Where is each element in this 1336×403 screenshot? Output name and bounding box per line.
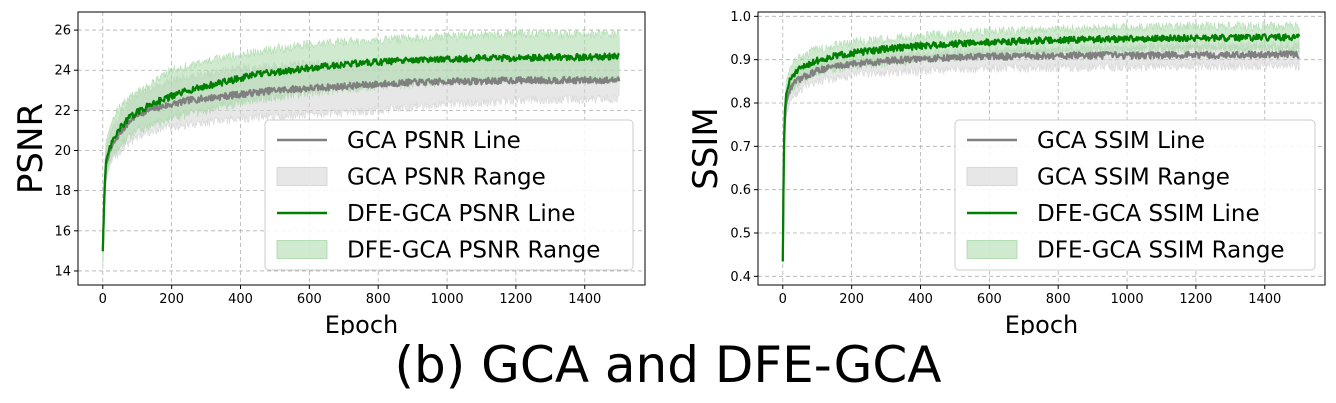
legend-swatch-band (276, 167, 328, 186)
x-tick-label: 1200 (499, 292, 532, 307)
x-tick-label: 200 (839, 292, 864, 307)
x-tick-label: 1400 (1248, 292, 1281, 307)
y-tick-label: 20 (54, 144, 71, 159)
legend-entry-label: GCA SSIM Range (1037, 165, 1230, 191)
band-dfe-gca-psnr-range (102, 28, 620, 266)
x-tick-label: 400 (908, 292, 933, 307)
x-tick-label: 400 (228, 292, 253, 307)
plot-area (781, 20, 1301, 264)
x-tick-label: 0 (99, 292, 107, 307)
x-axis-label: Epoch (325, 311, 399, 335)
x-tick-label: 800 (1046, 292, 1071, 307)
legend-frame (954, 119, 1316, 271)
legend-swatch-band (966, 167, 1018, 186)
y-tick-label: 18 (54, 184, 71, 199)
y-tick-label: 0.6 (730, 183, 751, 198)
legend-entry-label: GCA PSNR Line (347, 128, 521, 154)
legend-entry-label: GCA SSIM Line (1037, 128, 1205, 154)
x-tick-label: 600 (297, 292, 322, 307)
y-tick-label: 22 (54, 104, 71, 119)
line-gca-ssim-line (781, 50, 1300, 262)
y-tick-label: 0.4 (730, 270, 751, 285)
x-tick-label: 1000 (1111, 292, 1144, 307)
legend-entry-label: GCA PSNR Range (347, 165, 546, 191)
y-tick-label: 14 (54, 264, 71, 279)
legend-entry-label: DFE-GCA PSNR Line (347, 201, 575, 227)
ssim-chart: 0 200 400 600 800 1000 1200 1400 0.4 0.5 0.6 0.7 0.8… (686, 10, 1326, 335)
y-tick-label: 16 (54, 224, 71, 239)
line-dfe-gca-ssim-line (781, 33, 1301, 262)
y-tick-label: 0.5 (730, 227, 751, 242)
x-tick-label: 200 (159, 292, 184, 307)
x-tick-label: 0 (779, 292, 787, 307)
y-tick-label: 1.0 (730, 10, 751, 25)
y-tick-label: 0.7 (730, 140, 751, 155)
figure: 0 200 400 600 800 1000 1200 1400 14 16 18 20 22 24 26 E… (11, 10, 1326, 335)
axes-frame (77, 11, 646, 286)
x-tick-label: 1400 (568, 292, 601, 307)
y-tick-label: 24 (54, 64, 71, 79)
legend: GCA PSNR Line GCA PSNR Range DFE-GCA PSNR … (264, 119, 634, 271)
x-tick-label: 1200 (1179, 292, 1212, 307)
legend-entry-label: DFE-GCA SSIM Range (1037, 238, 1285, 264)
axes-frame (757, 11, 1326, 286)
x-tick-label: 1000 (431, 292, 464, 307)
legend-frame (264, 119, 634, 271)
legend: GCA SSIM Line GCA SSIM Range DFE-GCA SSIM … (954, 119, 1316, 271)
y-axis-label: SSIM (686, 107, 726, 190)
y-tick-label: 26 (54, 24, 71, 39)
legend-swatch-band (966, 240, 1018, 259)
y-tick-label: 0.9 (730, 53, 751, 68)
y-axis-label: PSNR (11, 103, 51, 194)
y-tick-label: 0.8 (730, 97, 751, 112)
legend-entry-label: DFE-GCA PSNR Range (347, 238, 600, 264)
figure-caption: (b) GCA and DFE-GCA (394, 336, 942, 394)
line-dfe-gca-psnr-line (101, 52, 620, 252)
x-axis-label: Epoch (1005, 311, 1079, 335)
x-tick-label: 600 (977, 292, 1002, 307)
x-tick-label: 800 (366, 292, 391, 307)
legend-swatch-band (276, 240, 328, 259)
line-gca-psnr-line (101, 75, 621, 252)
psnr-chart: 0 200 400 600 800 1000 1200 1400 14 16 18 20 22 24 26 E… (11, 11, 646, 335)
legend-entry-label: DFE-GCA SSIM Line (1037, 201, 1260, 227)
